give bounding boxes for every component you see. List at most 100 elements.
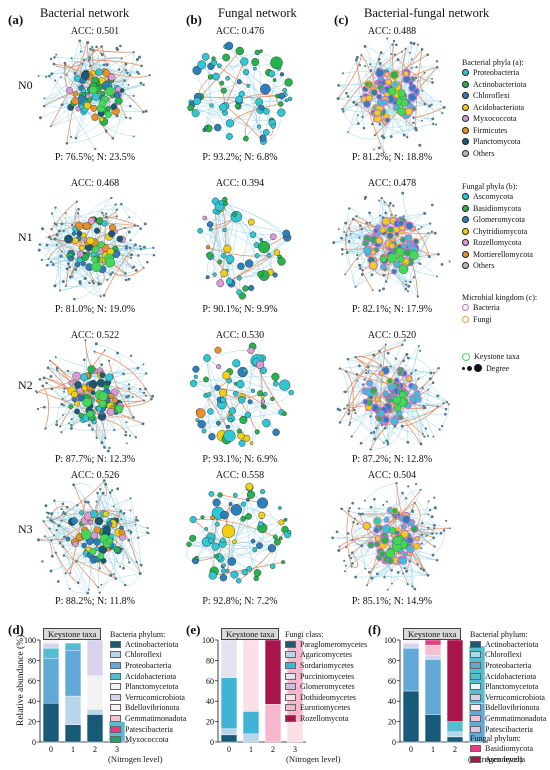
network-node (411, 384, 419, 391)
network-graph (187, 41, 293, 145)
network-node (406, 356, 410, 360)
network-node (197, 228, 203, 234)
positive-edge (347, 222, 371, 253)
legend-swatch-icon (285, 683, 296, 691)
network-node (391, 582, 393, 585)
network-node (223, 429, 236, 442)
legend-swatch-icon (110, 714, 121, 722)
positive-edge (43, 46, 93, 107)
network-node (228, 502, 233, 506)
legend-swatch-icon (285, 672, 296, 680)
network-node (142, 83, 145, 86)
panel-letter-a: (a) (8, 12, 24, 27)
negative-edge (63, 555, 117, 579)
network-node (359, 441, 363, 445)
network-graph (336, 339, 450, 451)
network-node (365, 369, 367, 371)
positive-edge (45, 501, 78, 506)
network-node (206, 251, 213, 259)
bar-legend-label: Myxococcota (125, 735, 169, 745)
network-node (72, 91, 79, 97)
network-node (42, 104, 46, 108)
network-node (383, 516, 390, 523)
keystone-node (86, 410, 94, 418)
network-node (117, 68, 121, 71)
network-pn-label: P: 90.1%; N: 9.9% (202, 304, 278, 315)
network-node (44, 427, 47, 430)
network-node (416, 43, 419, 46)
network-node (41, 560, 44, 563)
network-node (266, 253, 272, 258)
bar-segment (42, 639, 60, 644)
legend-swatch-icon (470, 745, 481, 753)
network-node (421, 119, 423, 122)
network-node (55, 420, 58, 423)
kingdom-legend-title: Microbial kingdom (c): (462, 293, 538, 302)
bar-segment (402, 690, 420, 743)
positive-edge (88, 364, 144, 378)
network-node (45, 511, 48, 514)
network-node (69, 572, 72, 574)
positive-edge (333, 227, 379, 243)
network-node (363, 245, 372, 255)
network-node (65, 73, 68, 76)
network-node (106, 521, 113, 527)
network-node (407, 485, 410, 488)
network-node (361, 269, 364, 272)
network-node (356, 379, 359, 382)
y-tick-label: 80 (28, 656, 36, 665)
positive-edge (224, 199, 261, 275)
network-node (64, 64, 67, 67)
network-node (99, 410, 105, 416)
network-node (288, 96, 293, 101)
network-node (410, 66, 413, 69)
network-node (95, 500, 98, 503)
network-node (349, 421, 352, 424)
keystone-node (105, 86, 115, 96)
network-node (65, 536, 71, 542)
network-node (53, 56, 56, 59)
network-node (85, 93, 91, 99)
network-node (244, 259, 254, 268)
network-node (100, 441, 104, 445)
positive-edge (188, 544, 257, 579)
network-node (375, 68, 385, 78)
network-node (240, 515, 247, 522)
keystone-node (397, 106, 407, 116)
network-node (137, 536, 140, 539)
network-node (91, 279, 94, 283)
network-node (214, 346, 222, 354)
stacked-bar-chart: 0 20 40 60 80 100 0 1 2 3 (202, 636, 306, 754)
negative-edge (42, 385, 50, 429)
network-node (99, 372, 106, 379)
positive-edge (39, 379, 63, 400)
network-node (236, 289, 243, 296)
network-node (421, 521, 424, 525)
column-title-fungal: Fungal network (218, 6, 297, 20)
network-node (258, 521, 264, 527)
network-node (351, 551, 354, 554)
negative-edge (348, 369, 367, 411)
network-node (66, 86, 74, 94)
network-node (407, 284, 411, 288)
network-node (187, 104, 195, 112)
network-node (374, 534, 382, 543)
positive-edge (364, 46, 372, 71)
legend-item-planctomycota: Planctomycota (462, 136, 550, 148)
positive-edge (102, 54, 125, 81)
network-node (110, 103, 117, 110)
network-node (389, 70, 400, 80)
network-node (428, 508, 432, 512)
bar-segment (86, 675, 104, 710)
network-node (371, 122, 374, 126)
network-acc-label: ACC: 0.478 (367, 178, 417, 189)
network-node (278, 519, 285, 526)
network-node (448, 260, 451, 263)
network-node (378, 289, 381, 292)
network-node (135, 58, 139, 61)
network-node (410, 76, 416, 82)
network-node (129, 104, 132, 108)
network-node (423, 435, 426, 438)
network-node (115, 208, 119, 211)
bar-legend-title-2: Fungal phylum: (470, 734, 521, 744)
